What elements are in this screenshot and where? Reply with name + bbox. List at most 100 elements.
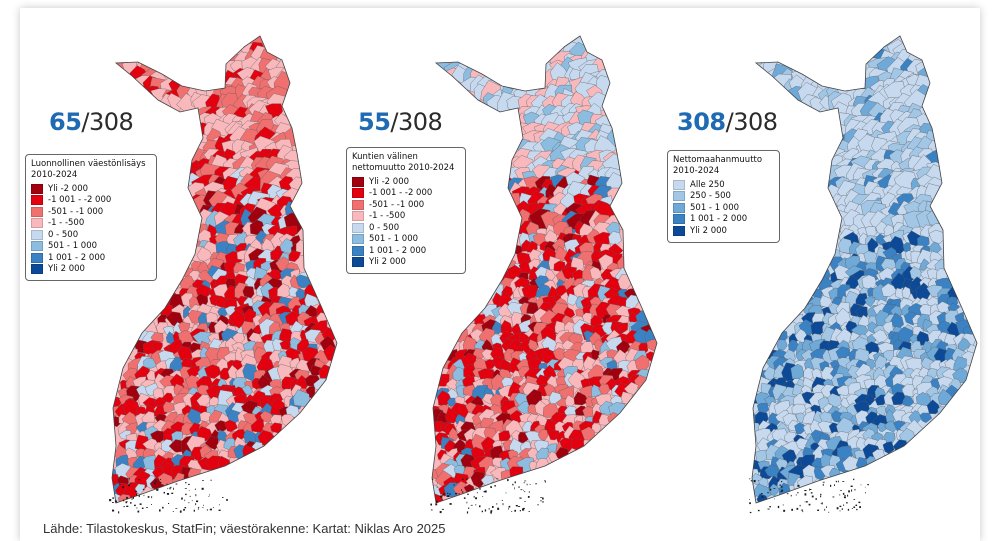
legend-item: -1 001 - -2 000	[31, 195, 150, 207]
archipelago-island	[848, 490, 850, 493]
archipelago-island	[529, 491, 530, 493]
archipelago-island	[193, 509, 195, 512]
archipelago-island	[804, 490, 807, 492]
archipelago-island	[520, 489, 523, 491]
archipelago-island	[528, 491, 530, 493]
legend-swatch	[352, 188, 364, 199]
archipelago-island	[112, 509, 115, 512]
legend-rows: Yli -2 000 -1 001 - -2 000 -501 - -1 000 -1…	[31, 183, 150, 275]
archipelago-island	[147, 496, 150, 498]
archipelago-island	[122, 486, 124, 489]
archipelago-island	[462, 491, 464, 494]
archipelago-island	[528, 511, 530, 512]
archipelago-island	[473, 495, 475, 498]
archipelago-island	[484, 490, 487, 493]
archipelago-island	[523, 489, 524, 491]
archipelago-island	[524, 491, 526, 493]
municipality-region	[764, 464, 781, 478]
archipelago-island	[856, 508, 858, 511]
legend-item: Yli 2 000	[31, 264, 150, 276]
archipelago-island	[821, 502, 823, 505]
archipelago-island	[136, 507, 138, 509]
archipelago-island	[815, 498, 817, 500]
archipelago-island	[508, 505, 511, 508]
municipality-region	[279, 340, 291, 350]
archipelago-island	[519, 497, 522, 499]
archipelago-island	[822, 483, 824, 486]
legend-swatch	[31, 218, 43, 229]
archipelago-island	[197, 508, 199, 510]
archipelago-island	[441, 508, 444, 510]
archipelago-island	[490, 510, 493, 512]
archipelago-island	[455, 492, 458, 495]
archipelago-island	[843, 496, 846, 499]
legend-item: -1 001 - -2 000	[352, 188, 459, 200]
archipelago-island	[206, 509, 208, 511]
municipality-region	[196, 246, 213, 262]
archipelago-island	[118, 489, 119, 491]
archipelago-island	[119, 484, 121, 485]
legend-item: Alle 250	[673, 179, 773, 191]
municipality-region	[259, 410, 275, 424]
finland-choropleth-map	[430, 35, 658, 514]
legend-swatch	[31, 264, 43, 275]
legend-label: Yli -2 000	[48, 183, 89, 194]
archipelago-island	[209, 494, 210, 496]
legend-title-line: 2010-2024	[31, 169, 78, 180]
archipelago-island	[834, 484, 835, 486]
archipelago-island	[774, 498, 775, 500]
archipelago-island	[127, 484, 130, 487]
municipality-region	[224, 419, 238, 432]
archipelago-island	[490, 511, 492, 514]
country-border	[111, 35, 338, 504]
archipelago-island	[466, 478, 468, 481]
municipality-regions	[752, 36, 977, 503]
archipelago-island	[172, 511, 174, 512]
map-legend: Luonnollinen väestönlisäys 2010-2024 Yli…	[25, 154, 157, 281]
legend-swatch	[673, 191, 685, 202]
archipelago-island	[436, 486, 438, 488]
archipelago-island	[804, 501, 806, 503]
archipelago-island	[430, 503, 432, 506]
archipelago-island	[761, 496, 764, 498]
archipelago-island	[449, 493, 451, 496]
archipelago-island	[514, 509, 516, 512]
legend-label: -501 - -1 000	[369, 199, 425, 210]
archipelago-island	[820, 503, 823, 504]
archipelago-island	[196, 500, 199, 503]
archipelago-island	[843, 504, 845, 506]
archipelago-island	[839, 505, 842, 507]
legend-item: -501 - -1 000	[31, 206, 150, 218]
municipality-region	[260, 261, 272, 271]
archipelago-island	[151, 496, 153, 499]
legend-label: 501 - 1 000	[369, 234, 419, 244]
archipelago-island	[853, 478, 855, 481]
archipelago-island	[114, 500, 117, 503]
archipelago-island	[475, 497, 477, 500]
ratio-count: 55	[358, 108, 391, 136]
municipality-region	[250, 418, 265, 433]
archipelago-island	[126, 496, 128, 499]
archipelago-island	[191, 500, 193, 502]
archipelago-island	[505, 492, 507, 494]
municipality-region	[926, 399, 941, 415]
archipelago-island	[159, 481, 162, 484]
archipelago-island	[492, 506, 494, 508]
archipelago-island	[855, 504, 858, 506]
municipality-region	[241, 384, 254, 396]
archipelago-island	[508, 507, 509, 510]
legend-title-line: Nettomaahanmuutto	[673, 155, 763, 165]
archipelago-island	[118, 511, 120, 514]
archipelago-island	[537, 504, 539, 506]
archipelago-island	[817, 509, 820, 511]
legend-item: 501 - 1 000	[673, 202, 773, 214]
legend-swatch	[352, 234, 364, 245]
archipelago-island	[202, 480, 204, 481]
archipelago-island	[109, 499, 112, 502]
archipelago-island	[822, 481, 825, 483]
archipelago-island	[522, 508, 525, 511]
archipelago-island	[490, 486, 492, 488]
archipelago-island	[439, 511, 442, 514]
archipelago-island	[777, 505, 780, 509]
archipelago-island	[497, 507, 500, 510]
